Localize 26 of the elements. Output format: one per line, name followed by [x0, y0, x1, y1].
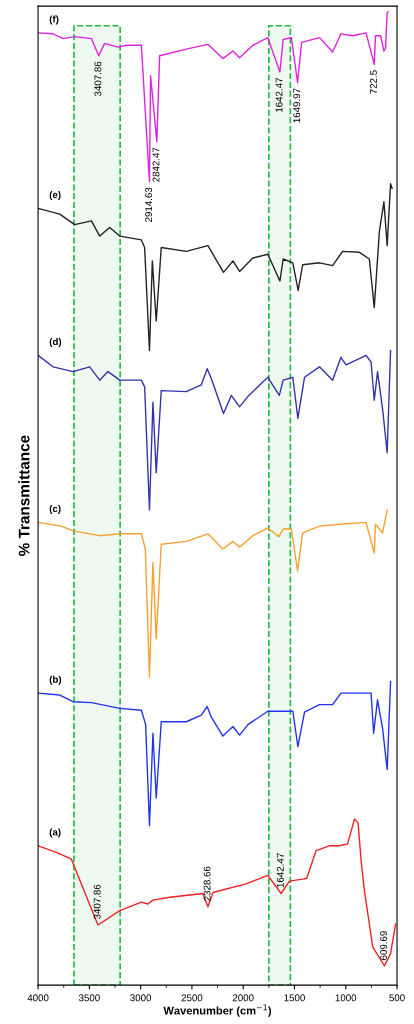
series-label: (e): [49, 191, 61, 201]
y-axis-title: % Transmittance: [18, 435, 30, 556]
series-label: (f): [49, 15, 59, 25]
annotation: 1649.97: [293, 88, 301, 123]
x-tick-label: 2500: [181, 994, 203, 1002]
annotation: 2328.66: [203, 866, 211, 901]
x-tick-label: 2000: [232, 994, 254, 1002]
series-label: (c): [49, 504, 61, 514]
annotation: 1642.47: [276, 853, 284, 888]
annotation: 609.69: [380, 931, 388, 960]
x-tick-label: 1500: [284, 994, 305, 1002]
annotation: 3407.86: [94, 61, 102, 97]
series-label: (d): [49, 337, 62, 348]
x-tick-label: 1000: [335, 994, 357, 1002]
annotation: 2842.47: [152, 147, 160, 182]
series-label: (b): [49, 675, 62, 685]
annotation: 1642.47: [275, 78, 283, 112]
annotation: 3407.86: [93, 884, 101, 920]
annotation: 722.5: [369, 70, 377, 94]
series-label: (a): [49, 828, 61, 838]
x-tick-label: 3500: [78, 994, 100, 1002]
x-tick-label: 3000: [130, 994, 152, 1002]
x-tick-label: 500: [389, 994, 405, 1002]
x-tick-label: 4000: [27, 994, 49, 1002]
x-axis-title: Wavenumber (cm$^{−1}$): [163, 1004, 272, 1017]
annotation: 2914.63: [145, 187, 153, 222]
